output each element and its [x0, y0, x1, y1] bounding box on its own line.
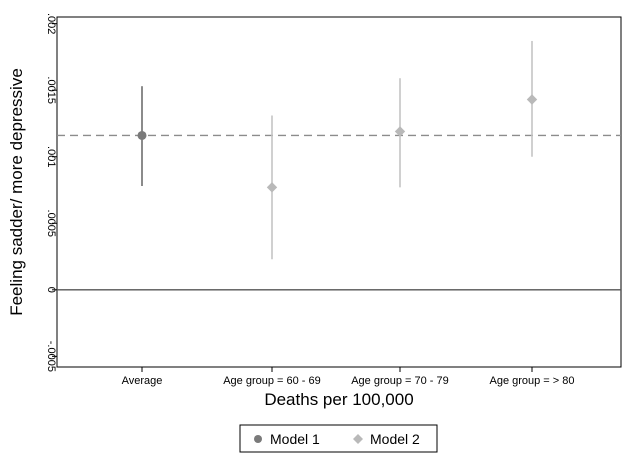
point-marker — [137, 130, 147, 140]
y-tick-label: .0005 — [45, 210, 57, 238]
x-tick-label: Age group = 60 - 69 — [223, 375, 321, 387]
y-axis: -.0005 0 .0005 .001 .0015 .002 — [45, 13, 57, 372]
legend: Model 1 Model 2 — [239, 424, 438, 453]
y-tick-label: .0015 — [45, 76, 57, 104]
legend-label: Model 1 — [270, 431, 320, 447]
x-tick-label: Age group = 70 - 79 — [351, 375, 449, 387]
x-axis: Average Age group = 60 - 69 Age group = 70… — [122, 367, 575, 387]
legend-marker — [353, 434, 363, 444]
x-tick-label: Average — [122, 375, 163, 387]
plot-lines — [56, 16, 622, 368]
point-marker — [526, 94, 538, 105]
y-tick-label: .001 — [45, 146, 57, 167]
y-tick-label: .002 — [45, 13, 57, 34]
legend-box — [239, 424, 438, 453]
point-marker — [266, 182, 278, 193]
point-marker — [394, 126, 406, 137]
legend-marker — [254, 435, 262, 443]
y-axis-title: Feeling sadder/ more depressive — [7, 68, 26, 316]
y-tick-label: -.0005 — [45, 341, 57, 372]
plot-marks — [137, 40, 538, 260]
x-tick-label: Age group = > 80 — [489, 375, 574, 387]
plot-frame — [56, 16, 622, 368]
legend-label: Model 2 — [370, 431, 420, 447]
y-tick-label: 0 — [45, 287, 57, 293]
x-axis-title: Deaths per 100,000 — [264, 390, 413, 409]
